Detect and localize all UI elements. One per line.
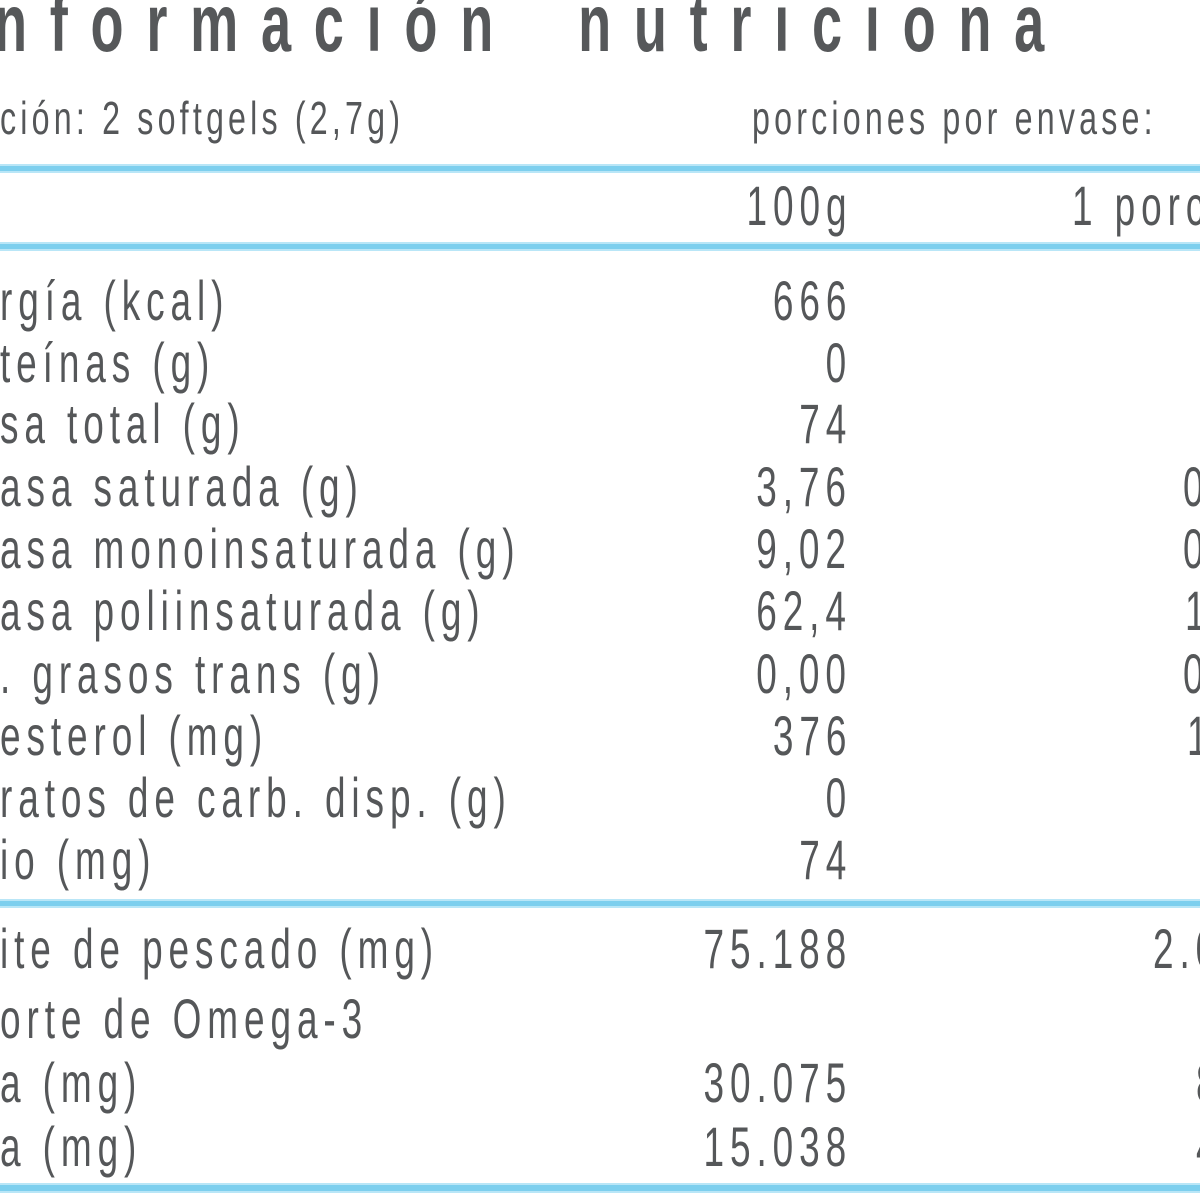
- value-100g: 0: [825, 766, 852, 829]
- value-100g: 15.038: [703, 1115, 852, 1178]
- divider-section: [0, 899, 1200, 908]
- value-portion-partial: 2.0: [1153, 917, 1200, 980]
- value-portion-partial: 0: [1183, 521, 1200, 577]
- value-portion-partial: 0: [1183, 646, 1200, 702]
- value-portion-partial: 4: [1196, 1119, 1200, 1175]
- table-row: a (mg): [0, 1115, 143, 1178]
- value-portion-partial: 1: [1187, 708, 1200, 764]
- table-row: sa total (g): [0, 392, 246, 455]
- divider-bottom: [0, 1183, 1200, 1193]
- value-100g: 376: [772, 704, 852, 767]
- servings-per-container-text: porciones por envase:: [752, 92, 1157, 144]
- value-100g: 30.075: [703, 1051, 852, 1114]
- table-row: a (mg): [0, 1051, 143, 1114]
- value-100g: 62,4: [756, 579, 852, 642]
- value-100g: 74: [799, 392, 852, 455]
- table-row: asa saturada (g): [0, 455, 364, 518]
- value-100g: 9,02: [756, 517, 852, 580]
- divider-top: [0, 164, 1200, 173]
- column-header-portion: 1 porc: [1072, 174, 1200, 237]
- table-row: rgía (kcal): [0, 269, 230, 332]
- table-row: orte de Omega-3: [0, 987, 369, 1050]
- page-title: nformación nutriciona: [0, 0, 1067, 69]
- table-row: ite de pescado (mg): [0, 917, 440, 980]
- table-row: asa poliinsaturada (g): [0, 579, 486, 642]
- value-100g: 74: [799, 828, 852, 891]
- divider-header: [0, 242, 1200, 251]
- value-100g: 75.188: [703, 917, 852, 980]
- value-100g: 0: [825, 331, 852, 394]
- column-header-100g: 100g: [746, 174, 852, 237]
- value-100g: 666: [772, 269, 852, 332]
- value-portion-partial: 0: [1183, 459, 1200, 515]
- value-100g: 0,00: [756, 642, 852, 705]
- table-row: ratos de carb. disp. (g): [0, 766, 512, 829]
- value-portion-partial: 1: [1185, 583, 1200, 639]
- table-row: io (mg): [0, 828, 157, 891]
- table-row: . grasos trans (g): [0, 642, 386, 705]
- table-row: esterol (mg): [0, 704, 269, 767]
- value-100g: 3,76: [756, 455, 852, 518]
- table-row: asa monoinsaturada (g): [0, 517, 521, 580]
- table-row: teínas (g): [0, 331, 216, 394]
- serving-size-text: ción: 2 softgels (2,7g): [0, 92, 405, 144]
- value-portion-partial: 8: [1196, 1055, 1200, 1111]
